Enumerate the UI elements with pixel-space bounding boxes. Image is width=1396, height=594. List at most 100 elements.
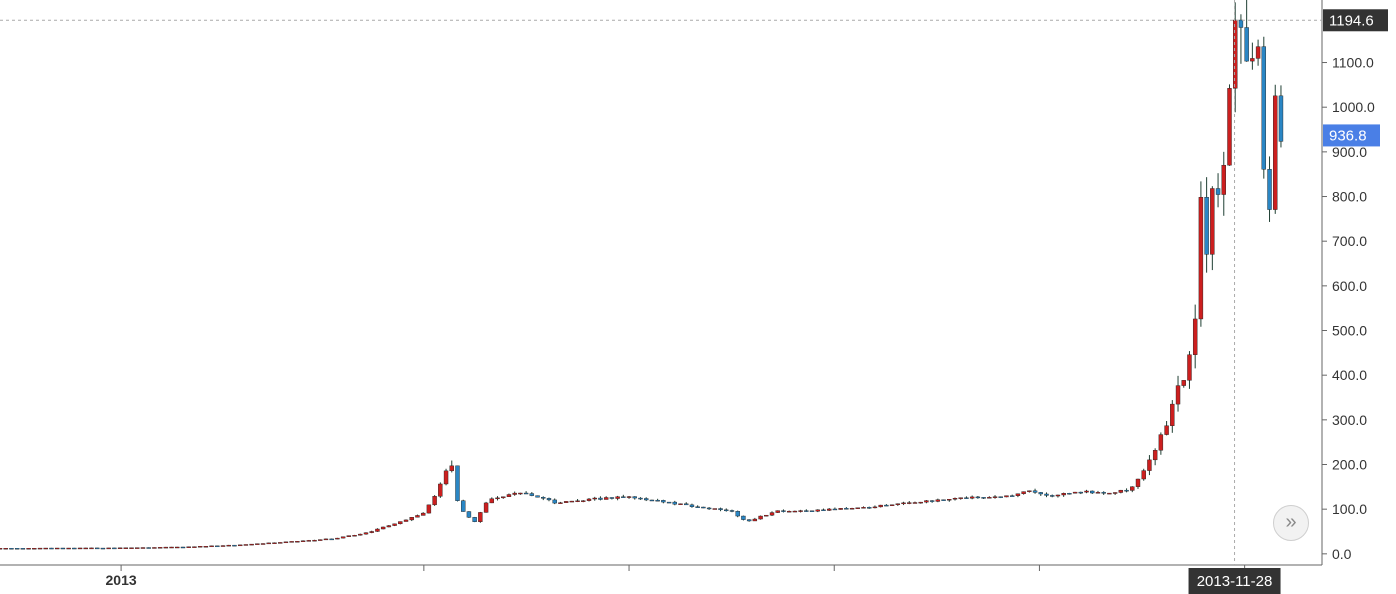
- scroll-right-button[interactable]: »: [1273, 505, 1309, 541]
- candle: [878, 504, 883, 508]
- candle: [1158, 432, 1164, 455]
- candle-body: [249, 543, 254, 546]
- candle: [1170, 400, 1175, 433]
- crosshair-value-badge: 1194.6: [1323, 9, 1388, 32]
- candle-body: [918, 501, 923, 504]
- plot-area[interactable]: [0, 0, 1284, 550]
- candle-body: [1038, 492, 1043, 495]
- candle-body: [3, 547, 8, 550]
- candle: [552, 498, 557, 505]
- candle: [523, 491, 529, 495]
- candle: [758, 515, 763, 520]
- candle-body: [563, 501, 569, 503]
- candle: [1078, 491, 1084, 495]
- candle-body: [695, 506, 700, 508]
- candle-body: [1141, 470, 1146, 480]
- candle-body: [752, 518, 758, 522]
- candle: [872, 505, 878, 509]
- candle-body: [512, 492, 517, 495]
- candle-body: [237, 544, 243, 547]
- candle-body: [43, 547, 48, 550]
- crosshair-date-label: 2013-11-28: [1197, 573, 1273, 590]
- candle: [912, 501, 918, 504]
- candle-body: [266, 542, 271, 545]
- candle: [1101, 491, 1106, 495]
- candle-body: [117, 547, 123, 550]
- candle-body: [884, 504, 889, 507]
- candle: [409, 517, 414, 522]
- candle: [1204, 177, 1209, 273]
- candle-body: [203, 546, 209, 548]
- candle-body: [192, 546, 197, 548]
- candle: [420, 512, 426, 516]
- candle: [987, 496, 992, 499]
- candle: [1061, 492, 1066, 497]
- candle: [1152, 448, 1158, 466]
- candle-body: [386, 525, 392, 528]
- candle-body: [1027, 490, 1032, 492]
- y-tick-label: 300.0: [1332, 412, 1367, 428]
- candle: [769, 511, 775, 517]
- candle-body: [1187, 354, 1192, 381]
- candle: [1015, 493, 1021, 498]
- candle-body: [1124, 489, 1129, 492]
- candle-body: [135, 547, 140, 549]
- candle: [952, 497, 958, 501]
- candle: [466, 511, 472, 518]
- candle: [695, 505, 700, 508]
- candle-body: [501, 496, 506, 499]
- candle-body: [1164, 425, 1169, 435]
- candle: [1164, 421, 1169, 436]
- x-tick-label: 2013: [106, 572, 137, 588]
- candle: [712, 508, 718, 510]
- candle: [867, 506, 872, 509]
- candle: [1021, 491, 1026, 495]
- candle-body: [1090, 490, 1095, 494]
- candle: [661, 499, 666, 504]
- candle-body: [701, 506, 706, 509]
- candle: [375, 528, 380, 532]
- candle: [849, 507, 855, 510]
- candle: [1244, 0, 1249, 62]
- candle-body: [197, 546, 203, 548]
- candle-body: [924, 500, 929, 503]
- candle: [192, 546, 197, 548]
- candle: [129, 547, 134, 549]
- candle: [489, 497, 494, 504]
- candle-body: [1204, 197, 1209, 255]
- candle-body: [718, 508, 723, 511]
- candle-body: [889, 504, 895, 506]
- candle: [392, 523, 397, 527]
- candle: [1095, 490, 1101, 494]
- candle-body: [838, 508, 843, 510]
- candle-body: [1130, 486, 1135, 491]
- candle-body: [786, 510, 792, 513]
- candle: [815, 509, 820, 513]
- candle-body: [849, 508, 855, 510]
- candle: [569, 500, 575, 503]
- candle: [289, 541, 294, 543]
- candle: [226, 544, 231, 547]
- candle-body: [369, 531, 374, 533]
- candle-body: [586, 498, 592, 501]
- candle-body: [226, 544, 231, 547]
- candle-body: [746, 519, 752, 522]
- candle: [243, 544, 249, 546]
- x-axis: 2013: [106, 565, 1246, 588]
- candle: [746, 519, 752, 522]
- candle: [180, 546, 186, 549]
- candle-body: [867, 507, 872, 509]
- candle-body: [272, 542, 277, 544]
- candle: [798, 509, 803, 513]
- candle-body: [375, 528, 380, 532]
- candle: [809, 510, 815, 512]
- candle-body: [626, 496, 632, 498]
- candle: [89, 547, 94, 550]
- candle: [889, 504, 895, 507]
- candle: [678, 503, 683, 505]
- candle: [638, 497, 643, 500]
- candle-body: [232, 544, 237, 547]
- candle-body: [987, 497, 992, 499]
- candle: [352, 534, 357, 537]
